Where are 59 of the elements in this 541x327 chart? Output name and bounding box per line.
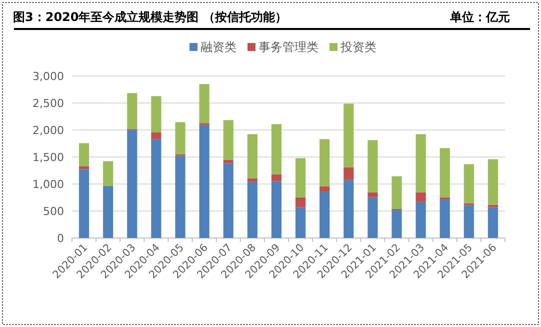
chart-subtitle: 单位：亿元: [449, 10, 510, 24]
bar: [488, 207, 498, 238]
bar: [368, 197, 378, 238]
bar: [175, 122, 186, 154]
bar: [247, 182, 258, 238]
bar: [368, 140, 378, 192]
bar: [440, 148, 450, 198]
bar: [368, 192, 378, 198]
chart-title: 图3：2020年至今成立规模走势图 （按信托功能）: [13, 10, 287, 24]
bar: [464, 164, 474, 204]
bar: [271, 174, 282, 182]
bar: [127, 130, 138, 238]
bar: [199, 125, 210, 238]
bar: [78, 143, 90, 166]
bar: [464, 205, 474, 238]
bar: [344, 180, 354, 238]
bar: [175, 156, 186, 238]
bar: [247, 134, 258, 178]
y-tick-label: 3,000: [32, 70, 64, 83]
bar: [103, 186, 114, 238]
bar: [392, 210, 402, 238]
bar: [223, 163, 234, 238]
bar: [488, 159, 498, 205]
bar: [440, 197, 450, 200]
bar: [223, 120, 234, 160]
bar: [344, 167, 354, 180]
bar: [392, 176, 402, 209]
legend-label: 融资类: [200, 40, 236, 54]
bar: [151, 96, 162, 132]
bar: [151, 139, 162, 238]
legend-label: 事务管理类: [258, 40, 318, 54]
bar: [199, 84, 210, 124]
bar: [344, 104, 354, 168]
bar: [78, 169, 90, 238]
y-tick-label: 500: [43, 205, 64, 218]
bar: [247, 178, 258, 182]
y-tick-label: 0: [57, 232, 64, 245]
bar: [488, 204, 498, 208]
bar: [416, 192, 426, 202]
bar: [295, 197, 306, 208]
bar: [127, 93, 138, 129]
bar: [320, 186, 330, 192]
bar: [416, 134, 426, 192]
bar: [320, 139, 330, 186]
bar: [295, 207, 306, 238]
bar: [151, 132, 162, 140]
bar: [103, 161, 114, 186]
bar: [271, 124, 282, 174]
y-tick-label: 1,000: [32, 178, 64, 191]
y-tick-label: 1,500: [32, 151, 64, 164]
bar: [271, 181, 282, 238]
bar: [320, 192, 330, 238]
bar: [78, 166, 90, 170]
legend-label: 投资类: [340, 40, 376, 54]
y-tick-label: 2,000: [32, 124, 64, 137]
bar: [416, 202, 426, 238]
bar: [295, 158, 306, 198]
y-tick-label: 2,500: [32, 97, 64, 110]
bar: [440, 200, 450, 238]
